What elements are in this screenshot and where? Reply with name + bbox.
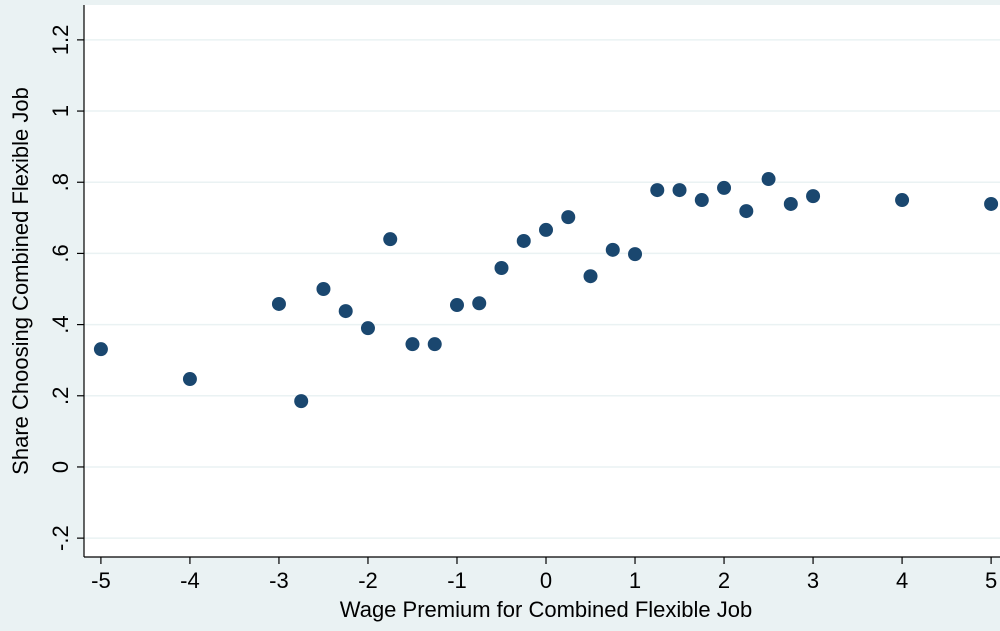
y-tick-label: 0 [48, 461, 73, 473]
point [405, 337, 420, 352]
point [539, 222, 554, 237]
point [561, 210, 576, 225]
y-tick-label: .2 [48, 387, 73, 405]
point [294, 394, 309, 409]
point [628, 247, 643, 262]
point [583, 269, 598, 284]
point [984, 196, 999, 211]
point [516, 233, 531, 248]
y-tick-label: .8 [48, 173, 73, 191]
x-tick-label: -1 [447, 568, 467, 593]
y-tick-label: .4 [48, 315, 73, 333]
x-tick-label: 5 [985, 568, 997, 593]
point [449, 298, 464, 313]
point [806, 189, 821, 204]
point [672, 183, 687, 198]
point [783, 196, 798, 211]
y-tick-label: .6 [48, 244, 73, 262]
point [694, 193, 709, 208]
x-tick-label: 0 [540, 568, 552, 593]
point [182, 372, 197, 387]
x-tick-label: 3 [807, 568, 819, 593]
y-tick-label: 1.2 [48, 25, 73, 56]
x-tick-label: -3 [269, 568, 289, 593]
point [93, 342, 108, 357]
x-tick-label: 2 [718, 568, 730, 593]
point [316, 282, 331, 297]
point [895, 193, 910, 208]
point [338, 304, 353, 319]
x-tick-label: 4 [896, 568, 908, 593]
x-tick-label: 1 [629, 568, 641, 593]
point [427, 337, 442, 352]
point [472, 296, 487, 311]
y-axis-label: Share Choosing Combined Flexible Job [8, 87, 33, 475]
point [605, 242, 620, 257]
point [271, 296, 286, 311]
y-tick-label: -.2 [48, 525, 73, 551]
point [494, 261, 509, 276]
x-axis-label: Wage Premium for Combined Flexible Job [340, 597, 752, 622]
x-tick-label: -4 [180, 568, 200, 593]
x-tick-label: -5 [91, 568, 111, 593]
point [650, 183, 665, 198]
point [717, 180, 732, 195]
x-tick-label: -2 [358, 568, 378, 593]
point [360, 321, 375, 336]
point [383, 232, 398, 247]
plot-area [84, 5, 1000, 557]
y-tick-label: 1 [48, 105, 73, 117]
point [739, 204, 754, 219]
point [761, 172, 776, 187]
